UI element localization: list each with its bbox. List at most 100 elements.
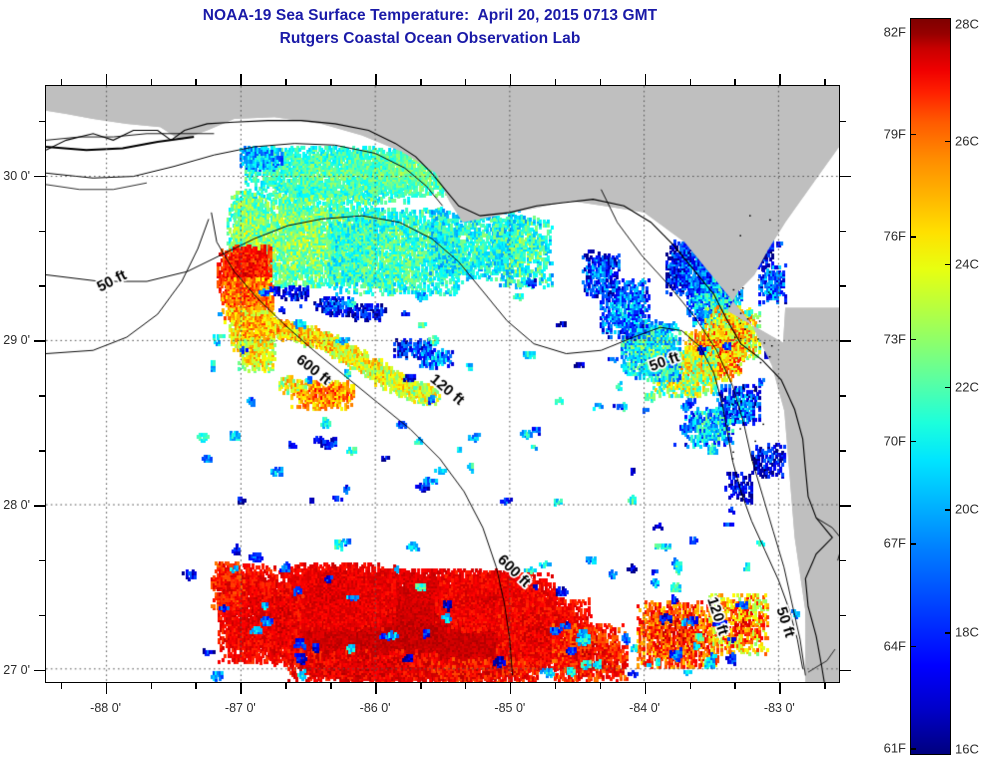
x-tick-top (150, 79, 153, 85)
x-tick-top (285, 79, 287, 85)
colorbar-tick (945, 386, 951, 388)
x-tick-top (779, 74, 781, 85)
temperature-colorbar[interactable] (910, 18, 951, 755)
y-tick-right (840, 230, 846, 233)
y-tick-right (840, 395, 846, 397)
colorbar-tick (910, 441, 916, 443)
sst-map-plot[interactable] (45, 85, 840, 683)
x-axis-label: -87 0' (224, 701, 256, 715)
colorbar-tick (910, 748, 916, 750)
x-axis-label: -85 0' (494, 701, 526, 715)
colorbar-label-f: 70F (883, 433, 906, 449)
y-tick-right (840, 340, 851, 342)
x-tick-top (195, 79, 197, 85)
colorbar-label-f: 64F (883, 638, 906, 654)
colorbar-tick (910, 543, 916, 545)
x-tick-bottom (195, 683, 197, 689)
x-tick-bottom (599, 683, 602, 689)
x-tick-top (60, 79, 63, 85)
colorbar-label-c: 18C (955, 624, 979, 640)
y-tick-right (840, 120, 846, 123)
x-axis-label: -86 0' (359, 701, 391, 715)
colorbar-label-f: 61F (883, 740, 906, 756)
y-tick-left (34, 175, 45, 178)
y-axis-label: 30 0' (3, 168, 30, 183)
colorbar-label-c: 28C (955, 16, 979, 32)
colorbar-label-f: 67F (883, 535, 906, 551)
y-tick-right (840, 285, 846, 287)
colorbar-tick (945, 509, 951, 511)
y-tick-left (39, 230, 45, 233)
colorbar-label-f: 76F (883, 228, 906, 244)
y-tick-right (840, 450, 846, 452)
x-tick-bottom (285, 683, 287, 689)
x-tick-top (689, 79, 692, 85)
y-tick-left (34, 669, 45, 672)
y-tick-right (840, 559, 846, 562)
x-tick-bottom (420, 683, 422, 689)
x-tick-bottom (509, 683, 512, 694)
y-tick-left (39, 450, 45, 452)
colorbar-label-c: 26C (955, 133, 979, 149)
y-tick-left (34, 505, 45, 507)
colorbar-label-c: 20C (955, 501, 979, 517)
x-tick-bottom (554, 683, 557, 689)
x-tick-bottom (824, 683, 826, 689)
y-tick-right (840, 614, 846, 617)
x-tick-top (420, 79, 422, 85)
y-tick-left (39, 285, 45, 287)
colorbar-label-f: 79F (883, 126, 906, 142)
y-tick-right (840, 175, 851, 178)
colorbar-label-c: 16C (955, 741, 979, 757)
x-tick-bottom (779, 683, 781, 694)
x-axis-label: -83 0' (763, 701, 795, 715)
y-tick-left (39, 614, 45, 617)
x-tick-bottom (240, 683, 242, 694)
colorbar-tick (945, 140, 951, 143)
y-axis-label: 27 0' (3, 662, 30, 677)
colorbar-tick (910, 645, 916, 648)
x-tick-bottom (105, 683, 108, 694)
x-axis-label: -88 0' (90, 701, 122, 715)
y-tick-left (34, 340, 45, 342)
x-tick-top (330, 79, 332, 85)
x-tick-bottom (464, 683, 467, 689)
page-subtitle: Rutgers Coastal Ocean Observation Lab (279, 30, 581, 47)
colorbar-gradient (910, 18, 951, 755)
x-tick-top (599, 79, 602, 85)
x-tick-bottom (689, 683, 692, 689)
title-block: NOAA-19 Sea Surface Temperature: April 2… (0, 4, 860, 50)
x-tick-bottom (644, 683, 647, 694)
x-tick-top (464, 79, 467, 85)
x-tick-top (240, 74, 242, 85)
x-tick-top (554, 79, 557, 85)
x-tick-bottom (330, 683, 332, 689)
y-tick-left (39, 120, 45, 123)
page-title: NOAA-19 Sea Surface Temperature: April 2… (202, 7, 658, 24)
x-tick-top (644, 74, 647, 85)
x-tick-bottom (60, 683, 63, 689)
x-axis-label: -84 0' (629, 701, 661, 715)
y-tick-left (39, 559, 45, 562)
y-axis-label: 28 0' (3, 498, 30, 513)
y-tick-right (840, 669, 851, 672)
x-tick-top (375, 74, 377, 85)
colorbar-tick (910, 236, 916, 238)
y-tick-left (39, 395, 45, 397)
sst-map-canvas[interactable] (46, 86, 839, 682)
colorbar-tick (910, 134, 916, 136)
x-tick-bottom (150, 683, 153, 689)
colorbar-tick (910, 338, 916, 341)
x-tick-bottom (375, 683, 377, 694)
x-tick-top (105, 74, 108, 85)
colorbar-label-f: 82F (883, 24, 906, 40)
colorbar-tick (945, 632, 951, 634)
colorbar-label-f: 73F (883, 331, 906, 347)
y-tick-right (840, 505, 851, 507)
colorbar-tick (945, 263, 951, 266)
colorbar-label-c: 22C (955, 379, 979, 394)
colorbar-label-c: 24C (955, 256, 979, 272)
x-tick-top (734, 79, 736, 85)
y-axis-label: 29 0' (3, 333, 30, 348)
x-tick-top (509, 74, 512, 85)
